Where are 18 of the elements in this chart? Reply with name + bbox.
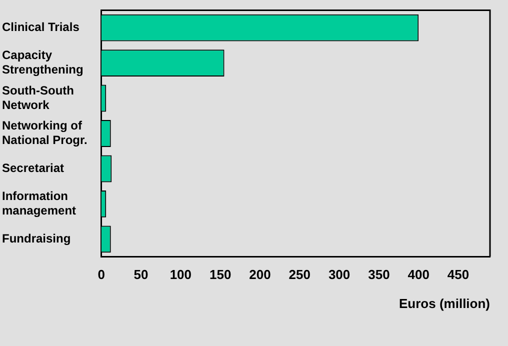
x-tick-label: 100 bbox=[170, 267, 192, 282]
x-tick-label: 150 bbox=[209, 267, 232, 282]
y-tick-label: Clinical Trials bbox=[2, 20, 80, 34]
x-tick-label: 50 bbox=[134, 267, 148, 282]
x-tick-label: 300 bbox=[328, 267, 350, 282]
x-tick-label: 350 bbox=[368, 267, 390, 282]
y-tick-label: Capacity Strengthening bbox=[2, 48, 84, 77]
x-tick-label: 400 bbox=[408, 267, 430, 282]
x-tick-label: 450 bbox=[447, 267, 470, 282]
y-tick-label: Fundraising bbox=[2, 232, 71, 246]
y-tick-label: South-South Network bbox=[2, 83, 74, 112]
x-axis-title: Euros (million) bbox=[399, 296, 490, 311]
y-tick-label: Networking of National Progr. bbox=[2, 118, 88, 148]
x-tick-label: 250 bbox=[288, 267, 310, 282]
y-tick-label: Information management bbox=[2, 189, 76, 218]
y-tick-label: Secretariat bbox=[2, 161, 64, 176]
x-tick-label: 0 bbox=[98, 267, 105, 282]
x-tick-label: 200 bbox=[249, 267, 271, 282]
